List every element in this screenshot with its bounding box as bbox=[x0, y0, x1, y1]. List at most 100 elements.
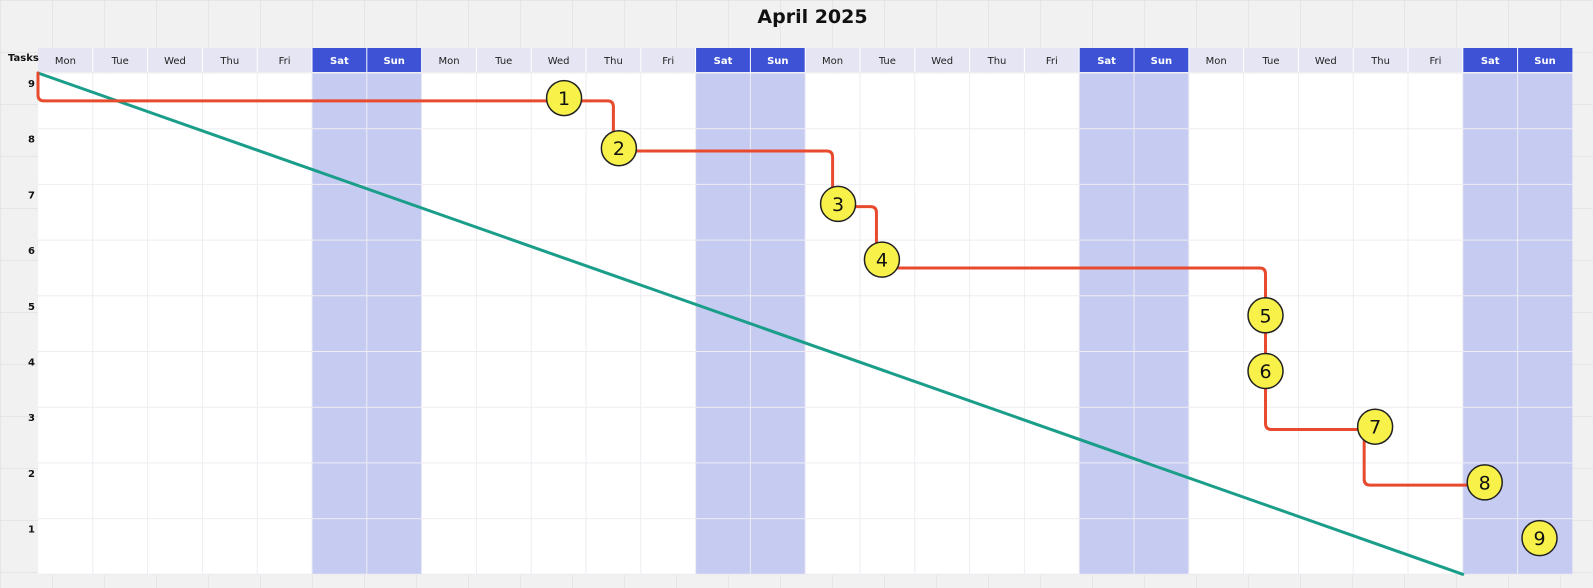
day-header-cell bbox=[914, 48, 970, 72]
weekend-column bbox=[366, 73, 422, 575]
day-header-row: Mon Tue Wed Thu Fri Sat Sun Mon Tue Wed Thu Fri Sat S… bbox=[38, 48, 1573, 72]
task-marker-label: 9 bbox=[1533, 528, 1545, 550]
task-marker-label: 8 bbox=[1479, 472, 1491, 494]
y-tick-label: 7 bbox=[28, 190, 35, 201]
grid-lines bbox=[38, 72, 1573, 575]
task-marker-circle bbox=[1247, 297, 1284, 334]
y-tick-label: 5 bbox=[28, 302, 35, 313]
day-label: Mon bbox=[1206, 56, 1227, 67]
day-label: Sat bbox=[1097, 56, 1116, 67]
day-header-cell bbox=[1517, 48, 1573, 72]
task-marker-circle bbox=[863, 241, 901, 278]
task-marker: 7 bbox=[1356, 408, 1394, 445]
day-label: Fri bbox=[1429, 56, 1441, 67]
task-marker-circle bbox=[1521, 519, 1558, 557]
y-tick-label: 1 bbox=[28, 525, 35, 536]
y-tick-label: 9 bbox=[28, 79, 35, 90]
day-header-cell bbox=[1024, 48, 1080, 72]
day-header-cell bbox=[640, 48, 696, 72]
day-label: Thu bbox=[219, 56, 239, 67]
day-label: Sun bbox=[383, 56, 404, 67]
day-header-cell bbox=[860, 48, 915, 72]
task-marker-circle bbox=[1356, 408, 1394, 445]
task-marker-circle bbox=[1466, 464, 1503, 501]
task-markers: 1 2 3 4 5 6 7 8 9 bbox=[545, 79, 1558, 557]
day-label: Mon bbox=[438, 56, 459, 67]
day-header-cell bbox=[202, 48, 258, 72]
day-header-cell bbox=[312, 48, 367, 72]
day-label: Tue bbox=[494, 56, 512, 67]
day-label: Sat bbox=[714, 56, 733, 67]
day-header-cell bbox=[1188, 48, 1244, 72]
y-tick-label: 3 bbox=[28, 413, 35, 424]
day-label: Fri bbox=[279, 56, 291, 67]
day-header-cell bbox=[1462, 48, 1518, 72]
day-label: Wed bbox=[164, 56, 186, 67]
day-label: Thu bbox=[603, 56, 623, 67]
day-header-cell bbox=[1408, 48, 1463, 72]
y-tick-label: 2 bbox=[28, 469, 35, 480]
day-label: Mon bbox=[822, 56, 843, 67]
day-header-cell bbox=[586, 48, 641, 72]
day-label: Tue bbox=[1261, 56, 1279, 67]
y-axis-label: Tasks bbox=[8, 53, 39, 64]
day-label: Thu bbox=[987, 56, 1007, 67]
day-header-cell bbox=[750, 48, 806, 72]
task-marker-label: 6 bbox=[1259, 361, 1271, 383]
y-tick-label: 4 bbox=[28, 358, 35, 369]
task-marker: 8 bbox=[1466, 464, 1503, 501]
day-header-cell bbox=[695, 48, 751, 72]
task-marker: 2 bbox=[600, 129, 638, 167]
day-label: Sun bbox=[767, 56, 788, 67]
task-marker-circle bbox=[819, 185, 857, 223]
ideal-burndown-line bbox=[36, 71, 1465, 576]
task-marker-label: 4 bbox=[876, 250, 888, 272]
day-label: Fri bbox=[662, 56, 674, 67]
weekend-column bbox=[750, 73, 806, 575]
y-tick-label: 8 bbox=[28, 135, 35, 146]
day-label: Fri bbox=[1046, 56, 1058, 67]
weekend-column bbox=[1517, 73, 1573, 575]
task-marker: 4 bbox=[863, 241, 901, 278]
day-header-cell bbox=[38, 48, 93, 72]
day-label: Tue bbox=[878, 56, 896, 67]
weekend-column bbox=[1079, 73, 1134, 575]
day-header-cell bbox=[805, 48, 860, 72]
day-label: Wed bbox=[931, 56, 953, 67]
day-header-cell bbox=[969, 48, 1025, 72]
day-header-cell bbox=[92, 48, 148, 72]
day-label: Sat bbox=[330, 56, 349, 67]
day-header-cell bbox=[476, 48, 532, 72]
day-header-cell bbox=[531, 48, 586, 72]
weekend-column bbox=[1134, 73, 1189, 575]
task-marker-label: 7 bbox=[1369, 417, 1381, 439]
day-header-cell bbox=[1079, 48, 1134, 72]
task-marker-circle bbox=[545, 79, 583, 117]
task-marker: 3 bbox=[819, 185, 857, 223]
task-marker-label: 5 bbox=[1259, 305, 1271, 327]
task-marker: 9 bbox=[1521, 519, 1558, 557]
day-label: Wed bbox=[1315, 56, 1337, 67]
day-header-cell bbox=[421, 48, 477, 72]
day-header-cell bbox=[1298, 48, 1354, 72]
task-marker-label: 2 bbox=[613, 138, 625, 160]
task-marker-label: 3 bbox=[832, 194, 844, 216]
task-marker: 5 bbox=[1247, 297, 1284, 334]
day-label: Sun bbox=[1151, 56, 1172, 67]
task-marker-circle bbox=[600, 129, 638, 167]
day-header-cell bbox=[1353, 48, 1408, 72]
weekend-column bbox=[312, 73, 367, 575]
task-marker-label: 1 bbox=[558, 88, 570, 110]
task-marker-circle bbox=[1247, 352, 1284, 390]
task-marker: 1 bbox=[545, 79, 583, 117]
day-label: Wed bbox=[548, 56, 570, 67]
y-tick-label: 6 bbox=[28, 246, 35, 257]
day-header-cell bbox=[1243, 48, 1299, 72]
day-header-cell bbox=[366, 48, 422, 72]
y-axis: Tasks 1 2 3 4 5 6 7 8 9 bbox=[8, 53, 39, 536]
day-label: Mon bbox=[55, 56, 76, 67]
day-header-cell bbox=[257, 48, 312, 72]
weekend-column bbox=[695, 73, 751, 575]
task-marker: 6 bbox=[1247, 352, 1284, 390]
